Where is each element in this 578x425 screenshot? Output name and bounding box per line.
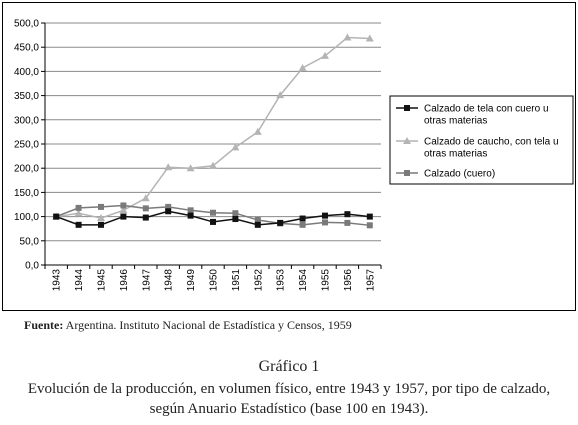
data-point bbox=[254, 216, 261, 223]
source-text: Argentina. Instituto Nacional de Estadís… bbox=[63, 318, 352, 332]
data-point bbox=[75, 204, 82, 211]
x-tick-label: 1947 bbox=[141, 269, 152, 292]
data-point bbox=[210, 218, 216, 225]
data-point bbox=[322, 212, 328, 219]
data-point bbox=[277, 219, 284, 226]
data-point bbox=[209, 161, 217, 169]
data-point bbox=[299, 221, 306, 228]
y-tick-label: 300,0 bbox=[14, 115, 39, 126]
legend-marker bbox=[404, 105, 410, 111]
data-point bbox=[231, 143, 240, 151]
y-tick-label: 0,0 bbox=[25, 261, 39, 272]
data-point bbox=[141, 194, 150, 202]
data-point bbox=[276, 91, 285, 99]
x-tick-label: 1943 bbox=[52, 269, 63, 292]
data-point bbox=[75, 221, 82, 228]
x-tick-label: 1946 bbox=[119, 269, 130, 292]
legend-label-2: otras materias bbox=[424, 149, 487, 160]
x-tick-label: 1957 bbox=[365, 269, 376, 292]
data-point bbox=[142, 205, 149, 212]
data-point bbox=[232, 216, 239, 223]
y-tick-label: 150,0 bbox=[14, 188, 39, 199]
legend-label-1: Calzado de tela con cuero u bbox=[424, 104, 549, 115]
data-point bbox=[53, 213, 60, 220]
data-point bbox=[142, 214, 149, 221]
x-tick-label: 1953 bbox=[276, 269, 287, 292]
x-tick-label: 1955 bbox=[321, 269, 332, 292]
data-point bbox=[120, 213, 127, 220]
data-point bbox=[187, 212, 194, 219]
data-point bbox=[232, 210, 239, 217]
legend-marker bbox=[404, 170, 410, 176]
legend-marker bbox=[403, 137, 411, 144]
legend-label-3: Calzado (cuero) bbox=[424, 169, 495, 180]
x-tick-label: 1948 bbox=[164, 269, 175, 292]
x-tick-label: 1944 bbox=[74, 269, 85, 292]
data-point bbox=[210, 209, 216, 216]
data-point bbox=[343, 33, 352, 41]
y-tick-label: 100,0 bbox=[14, 212, 39, 223]
source-note: Fuente: Argentina. Instituto Nacional de… bbox=[24, 318, 564, 333]
legend-label-2: Calzado de caucho, con tela u bbox=[424, 137, 559, 148]
line-chart: 0,0 50,0 100,0 150,0 200,0 250,0 300,0 350,0 400… bbox=[14, 19, 574, 292]
x-tick-label: 1945 bbox=[97, 269, 108, 292]
data-point bbox=[165, 208, 172, 215]
y-tick-label: 450,0 bbox=[14, 43, 39, 54]
source-label: Fuente: bbox=[24, 318, 64, 332]
legend-box bbox=[389, 95, 574, 185]
data-point bbox=[164, 163, 173, 171]
data-point bbox=[344, 219, 351, 226]
legend-label-1: otras materias bbox=[424, 116, 487, 127]
data-point bbox=[253, 127, 262, 135]
data-point bbox=[98, 221, 104, 228]
data-point bbox=[365, 34, 374, 42]
data-point bbox=[98, 203, 104, 210]
y-tick-label: 350,0 bbox=[14, 91, 39, 102]
data-point bbox=[97, 214, 105, 222]
y-tick-label: 50,0 bbox=[20, 236, 40, 247]
x-tick-label: 1949 bbox=[186, 269, 197, 292]
x-tick-label: 1956 bbox=[343, 269, 354, 292]
x-tick-label: 1954 bbox=[298, 269, 309, 292]
data-point bbox=[321, 51, 329, 59]
y-tick-label: 200,0 bbox=[14, 164, 39, 175]
data-point bbox=[119, 206, 128, 214]
data-point bbox=[299, 215, 306, 222]
data-point bbox=[74, 209, 83, 217]
data-point bbox=[254, 221, 261, 228]
data-point bbox=[344, 211, 351, 218]
y-tick-label: 400,0 bbox=[14, 67, 39, 78]
figure-title: Gráfico 1 bbox=[258, 358, 320, 375]
figure-subtitle: Evolución de la producción, en volumen f… bbox=[27, 381, 551, 417]
chart-frame: 0,0 50,0 100,0 150,0 200,0 250,0 300,0 350,0 400… bbox=[2, 2, 576, 311]
data-point bbox=[366, 213, 373, 220]
data-point bbox=[165, 203, 172, 210]
data-point bbox=[186, 164, 195, 172]
y-tick-label: 500,0 bbox=[14, 19, 39, 30]
y-tick-label: 250,0 bbox=[14, 140, 39, 151]
x-tick-label: 1952 bbox=[253, 269, 264, 292]
x-tick-label: 1951 bbox=[231, 269, 242, 292]
data-point bbox=[298, 64, 307, 72]
data-point bbox=[366, 222, 373, 229]
data-point bbox=[187, 207, 194, 214]
data-point bbox=[120, 202, 127, 209]
x-tick-label: 1950 bbox=[209, 269, 220, 292]
data-point bbox=[322, 219, 328, 226]
